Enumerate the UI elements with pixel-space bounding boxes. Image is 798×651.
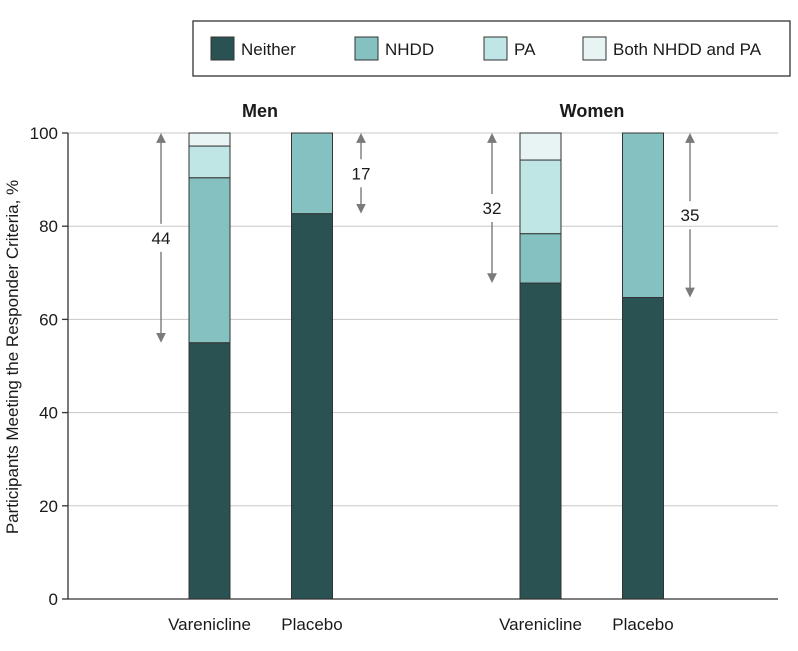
- difference-annotations: 44 17 32 35: [152, 133, 700, 343]
- legend-swatch-neither: [210, 36, 235, 61]
- bar-men-placebo-neither: [291, 213, 333, 600]
- legend-label-pa: PA: [514, 40, 536, 59]
- annotation-label-men-placebo: 17: [352, 164, 371, 183]
- annotation-label-women-varenicline: 32: [483, 199, 502, 218]
- bar-women-varenicline-both-nhdd-and-pa: [519, 132, 562, 161]
- annotation-label-women-placebo: 35: [681, 206, 700, 225]
- legend-label-neither: Neither: [241, 40, 296, 59]
- bar-women-placebo-nhdd: [622, 132, 664, 298]
- x-label-women-placebo: Placebo: [612, 615, 673, 634]
- bar-men-varenicline-nhdd: [188, 177, 231, 344]
- legend-label-nhdd: NHDD: [385, 40, 434, 59]
- y-tick-label-60: 60: [39, 310, 58, 329]
- bar-women-placebo-neither: [622, 296, 664, 600]
- bar-women-varenicline-pa: [519, 159, 562, 235]
- legend-swatch-both-nhdd-and-pa: [582, 36, 607, 61]
- x-axis-labels: Varenicline Placebo Varenicline Placebo: [168, 615, 674, 634]
- gridlines: [68, 132, 778, 507]
- y-axis-label: Participants Meeting the Responder Crite…: [3, 180, 22, 534]
- bar-women-varenicline-nhdd: [519, 233, 562, 284]
- bar-men-varenicline-both-nhdd-and-pa: [188, 132, 231, 147]
- legend: Neither NHDD PA Both NHDD and PA: [192, 20, 791, 77]
- y-tick-label-0: 0: [49, 590, 58, 609]
- bar-men-varenicline-neither: [188, 342, 231, 600]
- x-label-men-varenicline: Varenicline: [168, 615, 251, 634]
- y-tick-label-40: 40: [39, 404, 58, 423]
- bar-men-placebo-nhdd: [291, 132, 333, 215]
- legend-label-both-nhdd-and-pa: Both NHDD and PA: [613, 40, 762, 59]
- panel-titles: Men Women: [242, 101, 624, 121]
- panel-title-women: Women: [560, 101, 625, 121]
- y-tick-label-20: 20: [39, 497, 58, 516]
- panel-title-men: Men: [242, 101, 278, 121]
- bar-women-varenicline-neither: [519, 282, 562, 600]
- x-label-women-varenicline: Varenicline: [499, 615, 582, 634]
- bar-men-varenicline-pa: [188, 145, 231, 179]
- y-tick-label-100: 100: [30, 124, 58, 143]
- bars: [188, 132, 664, 600]
- legend-swatch-nhdd: [354, 36, 379, 61]
- x-label-men-placebo: Placebo: [281, 615, 342, 634]
- y-tick-label-80: 80: [39, 217, 58, 236]
- y-axis-ticks: 0 20 40 60 80 100: [30, 124, 68, 609]
- legend-swatch-pa: [483, 36, 508, 61]
- annotation-label-men-varenicline: 44: [152, 229, 171, 248]
